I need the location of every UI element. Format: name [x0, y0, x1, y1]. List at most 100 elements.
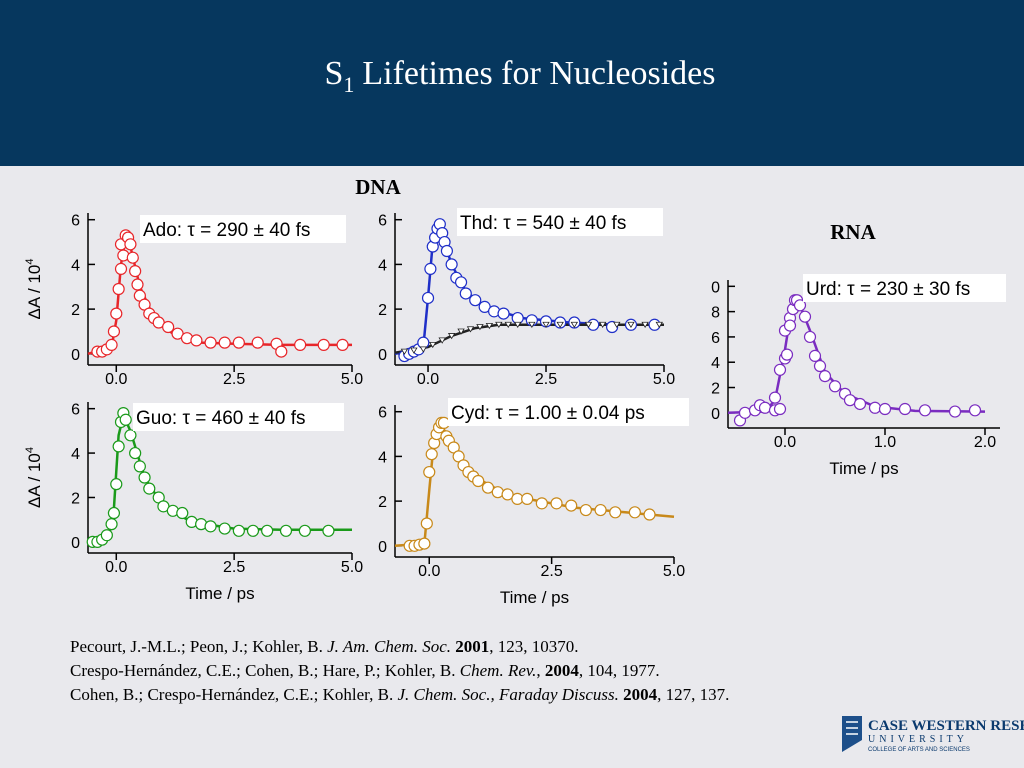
x-tick-label: 0.0: [774, 434, 796, 451]
data-point: [454, 276, 468, 289]
data-point: [317, 338, 330, 351]
y-tick-label: 4: [71, 446, 80, 463]
data-point: [429, 341, 437, 349]
reference-part: J. Chem. Soc., Faraday Discuss.: [397, 685, 623, 704]
chart: 0 2 4 6 0.0 2.5 5.0 Thd: τ = 540 ± 40 fs: [378, 208, 675, 388]
data-point: [968, 404, 982, 417]
data-point: [124, 429, 137, 442]
reference-part: , 104, 1977.: [579, 661, 660, 680]
data-point: [143, 482, 156, 495]
data-point: [162, 320, 175, 334]
x-axis-label: Time / ps: [829, 459, 898, 478]
x-tick-label: 2.5: [223, 559, 245, 576]
data-point: [420, 517, 433, 530]
data-point: [105, 338, 118, 351]
y-axis-label: ΔA / 104: [24, 259, 44, 320]
data-point: [813, 359, 827, 373]
y-tick-label: 4: [378, 449, 387, 466]
data-point: [565, 499, 578, 512]
data-point: [542, 321, 550, 329]
data-point: [868, 401, 882, 414]
logo-name: CASE WESTERN RESERVE: [868, 718, 1024, 734]
fit-line: [394, 323, 664, 354]
data-point: [447, 333, 456, 340]
data-point: [418, 537, 431, 550]
data-point: [419, 346, 428, 353]
data-point: [556, 321, 564, 329]
data-point: [105, 518, 118, 531]
slide-title: S1 Lifetimes for Nucleosides: [324, 55, 715, 97]
data-point: [501, 488, 514, 501]
y-tick-label: 0: [711, 279, 720, 296]
header-band: [0, 0, 1024, 166]
x-tick-label: 5.0: [341, 559, 363, 576]
x-tick-label: 5.0: [341, 371, 363, 388]
data-point: [204, 336, 217, 349]
reference-part: 2001: [455, 637, 489, 656]
data-point: [495, 321, 503, 329]
reference-part: , 123, 10370.: [489, 637, 578, 656]
x-tick-label: 5.0: [653, 371, 675, 388]
data-point: [107, 506, 121, 520]
y-tick-label: 2: [378, 302, 387, 319]
data-point: [513, 321, 522, 329]
annotation: Urd: τ = 230 ± 30 fs: [806, 279, 970, 300]
x-axis-label: Time / ps: [185, 584, 254, 603]
data-point: [598, 321, 607, 329]
x-tick-label: 2.5: [223, 371, 245, 388]
data-point: [491, 486, 504, 499]
data-point: [476, 324, 484, 331]
data-point: [773, 402, 787, 416]
data-point: [613, 321, 621, 329]
y-axis-label-text: ΔA / 10: [25, 453, 44, 508]
data-point: [798, 310, 812, 323]
data-point: [251, 336, 264, 349]
x-tick-label: 1.0: [874, 434, 896, 451]
data-point: [440, 244, 454, 258]
y-tick-label: 6: [71, 402, 80, 419]
data-point: [204, 520, 217, 533]
data-point: [232, 524, 245, 537]
data-point: [469, 294, 482, 307]
reference: Pecourt, J.-M.L.; Peon, J.; Kohler, B. J…: [70, 637, 579, 656]
logo-university: UNIVERSITY: [868, 734, 968, 745]
annotation: Guo: τ = 460 ± 40 fs: [136, 408, 306, 429]
y-tick-label: 2: [711, 381, 720, 398]
logo-college: COLLEGE OF ARTS AND SCIENCES: [868, 747, 970, 753]
y-tick-label: 4: [378, 257, 387, 274]
x-tick-label: 2.0: [974, 434, 996, 451]
data-point: [828, 380, 842, 393]
title-main: S: [324, 55, 343, 92]
y-tick-label: 2: [378, 494, 387, 511]
data-point: [466, 326, 475, 333]
data-point: [119, 413, 132, 426]
y-tick-label: 0: [378, 539, 387, 556]
annotation-box: [457, 208, 663, 236]
data-point: [232, 336, 245, 349]
data-point: [437, 416, 451, 429]
data-point: [485, 322, 494, 330]
y-tick-label: 6: [378, 213, 387, 230]
data-point: [438, 337, 446, 344]
y-tick-label: 0: [71, 347, 80, 364]
data-point: [110, 478, 123, 491]
y-axis-label: ΔA / 104: [24, 447, 44, 508]
y-tick-label: 6: [71, 213, 80, 230]
y-tick-label: 4: [711, 355, 720, 372]
data-point: [570, 321, 579, 329]
reference-part: Crespo-Hernández, C.E.; Cohen, B.; Hare,…: [70, 661, 460, 680]
data-point: [129, 446, 142, 460]
data-point: [294, 338, 307, 351]
data-point: [550, 497, 563, 510]
x-tick-label: 2.5: [541, 563, 563, 580]
reference: Crespo-Hernández, C.E.; Cohen, B.; Hare,…: [70, 661, 660, 680]
annotation-box: [803, 274, 1006, 302]
y-tick-label: 6: [378, 405, 387, 422]
data-point: [758, 401, 772, 414]
data-point: [780, 348, 794, 361]
reference-part: ,: [536, 661, 545, 680]
data-point: [521, 492, 534, 505]
